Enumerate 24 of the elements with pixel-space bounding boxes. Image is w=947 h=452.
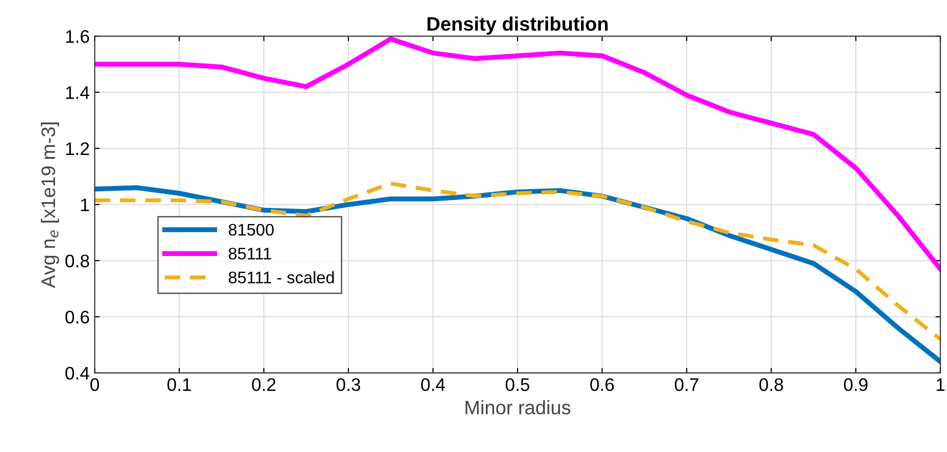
y-axis-title: Avg n$_{e}$ [x1e19 m-3]	[40, 122, 60, 288]
x-tick-label: 0.8	[759, 378, 784, 392]
x-tick-label: 1	[936, 378, 945, 391]
x-tick-label: 0.1	[167, 378, 191, 392]
y-tick-label: 1.6	[66, 30, 90, 43]
x-tick-label: 0.7	[674, 378, 698, 392]
legend-label: 85111	[228, 248, 272, 260]
x-tick-label: 0.4	[421, 378, 445, 392]
y-tick-label: 0.4	[65, 366, 90, 380]
y-tick-label: 1.4	[66, 86, 90, 99]
y-tick-label: 0.8	[65, 254, 90, 268]
x-tick-label: 0.6	[590, 378, 614, 392]
chart-title: Density distribution	[428, 16, 608, 35]
y-tick-label: 1	[81, 198, 89, 212]
legend-label: 81500	[228, 224, 274, 236]
x-axis-title: Minor radius	[466, 400, 570, 414]
x-tick-label: 0	[90, 378, 100, 392]
legend-label: 85111 - scaled	[228, 271, 334, 284]
x-tick-label: 0.3	[336, 378, 360, 392]
x-tick-label: 0.9	[844, 378, 868, 392]
x-tick-label: 0.2	[252, 378, 276, 392]
y-tick-label: 1.2	[66, 142, 89, 155]
x-tick-label: 0.5	[506, 378, 530, 392]
y-tick-label: 0.6	[65, 310, 90, 324]
